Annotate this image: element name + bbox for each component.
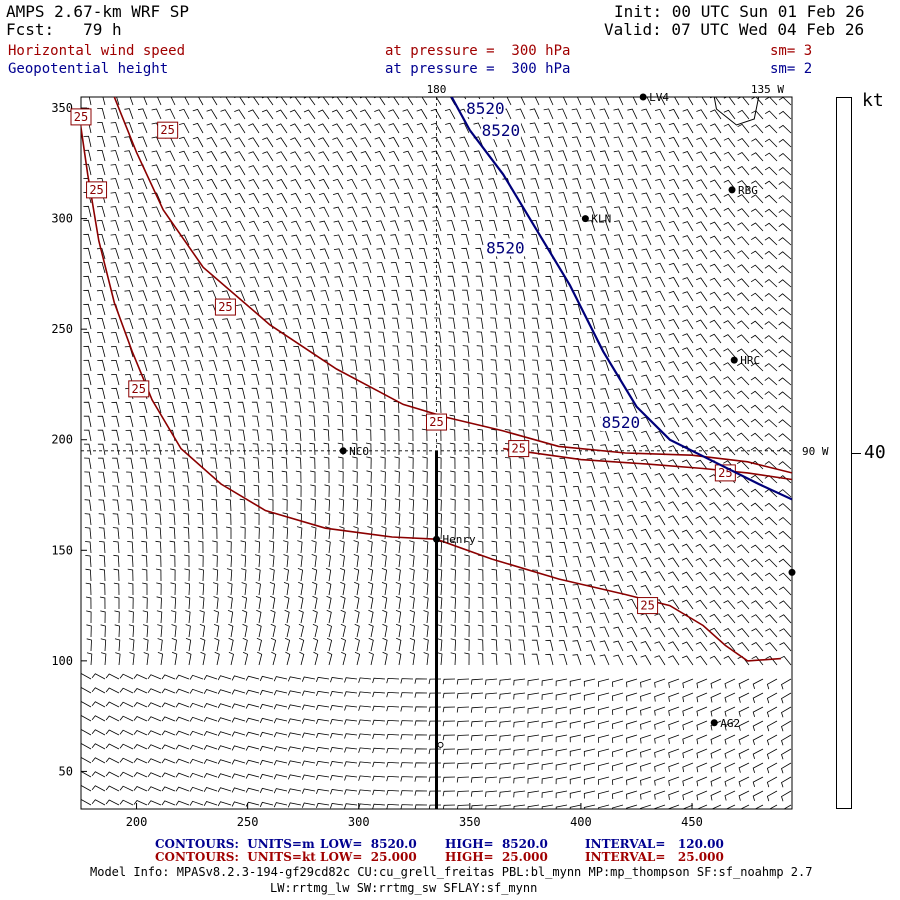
wind-contour-label-2: 25 xyxy=(89,183,103,197)
model-info-2: LW:rrtmg_lw SW:rrtmg_sw SFLAY:sf_mynn xyxy=(270,881,538,895)
station-dot-7 xyxy=(788,568,796,576)
height-contour-label-bg-1 xyxy=(480,121,521,140)
height-contour-label-0: 8520 xyxy=(466,99,505,118)
height-contour-label-2: 8520 xyxy=(486,238,525,257)
footer-high-kt: HIGH= 25.000 xyxy=(445,850,548,864)
footer-high-m: HIGH= 8520.0 xyxy=(445,837,548,851)
station-dot-0 xyxy=(639,93,647,101)
height-contour-label-3: 8520 xyxy=(602,413,641,432)
wind-contour-label-8: 25 xyxy=(640,599,654,613)
lon-label-135w: 135 W xyxy=(751,83,784,96)
colorbar xyxy=(836,97,852,809)
station-label-5: Henry xyxy=(443,533,476,546)
footer-interval-kt: INTERVAL= 25.000 xyxy=(585,850,724,864)
x-tick-label-400: 400 xyxy=(570,815,592,829)
footer-units-m: CONTOURS: UNITS=m xyxy=(155,837,315,851)
footer-units-kt: CONTOURS: UNITS=kt xyxy=(155,850,316,864)
model-title: AMPS 2.67-km WRF SP xyxy=(6,2,190,21)
station-label-0: LV4 xyxy=(649,91,669,104)
station-dot-4 xyxy=(339,447,347,455)
station-dot-6 xyxy=(710,719,718,727)
x-tick-label-350: 350 xyxy=(459,815,481,829)
y-tick-label-50: 50 xyxy=(59,764,73,778)
footer-low-m: LOW= 8520.0 xyxy=(320,837,417,851)
wind-contour-label-box-5 xyxy=(426,413,447,431)
field-geopotential: Geopotential height xyxy=(8,61,169,77)
init-time: Init: 00 UTC Sun 01 Feb 26 xyxy=(614,2,865,21)
wind-contour-label-6: 25 xyxy=(511,442,525,456)
wind-contour-label-0: 25 xyxy=(74,110,88,124)
station-label-2: KLN xyxy=(591,213,611,226)
height-contour-label-bg-3 xyxy=(600,413,641,432)
cross-section-marker xyxy=(437,741,444,748)
wind-barbs xyxy=(81,97,792,809)
valid-time: Valid: 07 UTC Wed 04 Feb 26 xyxy=(604,20,865,39)
station-dot-5 xyxy=(433,535,440,543)
station-label-4: NCO xyxy=(349,445,369,458)
wind-contour-label-box-8 xyxy=(637,597,659,615)
wind-contour-label-box-4 xyxy=(128,380,150,398)
wind-contour-label-box-0 xyxy=(70,108,92,126)
forecast-hour: Fcst: 79 h xyxy=(6,20,122,39)
station-dot-3 xyxy=(730,356,738,364)
colorbar-tick-mark xyxy=(851,453,861,454)
smoothing-2: sm= 2 xyxy=(770,61,813,77)
wind-contour-1 xyxy=(113,97,792,474)
y-tick-label-150: 150 xyxy=(51,543,73,557)
x-tick-label-250: 250 xyxy=(237,815,259,829)
y-tick-label-300: 300 xyxy=(51,212,73,226)
wind-contour-label-box-1 xyxy=(157,121,179,139)
wind-contour-label-3: 25 xyxy=(218,300,232,314)
station-label-6: AG2 xyxy=(720,717,740,730)
wind-contour-label-box-2 xyxy=(86,181,108,199)
height-contour-0 xyxy=(450,97,792,501)
y-tick-label-100: 100 xyxy=(51,654,73,668)
height-contour-label-1: 8520 xyxy=(482,121,521,140)
wind-contour-2 xyxy=(503,447,792,481)
wind-contour-label-box-3 xyxy=(214,298,236,316)
model-info: Model Info: MPASv8.2.3-194-gf29cd82c CU:… xyxy=(90,865,813,879)
station-label-3: HRC xyxy=(740,354,760,367)
wind-contour-label-box-6 xyxy=(508,440,530,458)
colorbar-tick-label: 40 xyxy=(864,442,886,463)
height-contour-label-bg-2 xyxy=(485,238,526,257)
station-dot-1 xyxy=(728,186,736,194)
wind-contour-label-5: 25 xyxy=(429,415,443,429)
footer-interval-m: INTERVAL= 120.00 xyxy=(585,837,724,851)
y-tick-label-200: 200 xyxy=(51,433,73,447)
colorbar-unit: kt xyxy=(862,90,884,111)
footer-low-kt: LOW= 25.000 xyxy=(320,850,417,864)
wind-contour-label-1: 25 xyxy=(160,123,174,137)
lon-label-180: 180 xyxy=(427,83,447,96)
y-tick-label-250: 250 xyxy=(51,322,73,336)
station-label-1: RBG xyxy=(738,184,758,197)
pressure-level-2: at pressure = 300 hPa xyxy=(385,61,571,77)
x-tick-label-200: 200 xyxy=(126,815,148,829)
wind-contour-label-4: 25 xyxy=(132,382,146,396)
smoothing-1: sm= 3 xyxy=(770,43,813,59)
x-tick-label-300: 300 xyxy=(348,815,370,829)
y-tick-label-350: 350 xyxy=(51,101,73,115)
field-wind-speed: Horizontal wind speed xyxy=(8,43,186,59)
coastline xyxy=(713,96,760,126)
pressure-level-1: at pressure = 300 hPa xyxy=(385,43,571,59)
x-tick-label-450: 450 xyxy=(681,815,703,829)
lon-label-90w: 90 W xyxy=(802,445,829,458)
station-dot-2 xyxy=(581,215,589,223)
wind-contour-0 xyxy=(81,122,781,662)
height-contour-label-bg-0 xyxy=(465,99,506,118)
